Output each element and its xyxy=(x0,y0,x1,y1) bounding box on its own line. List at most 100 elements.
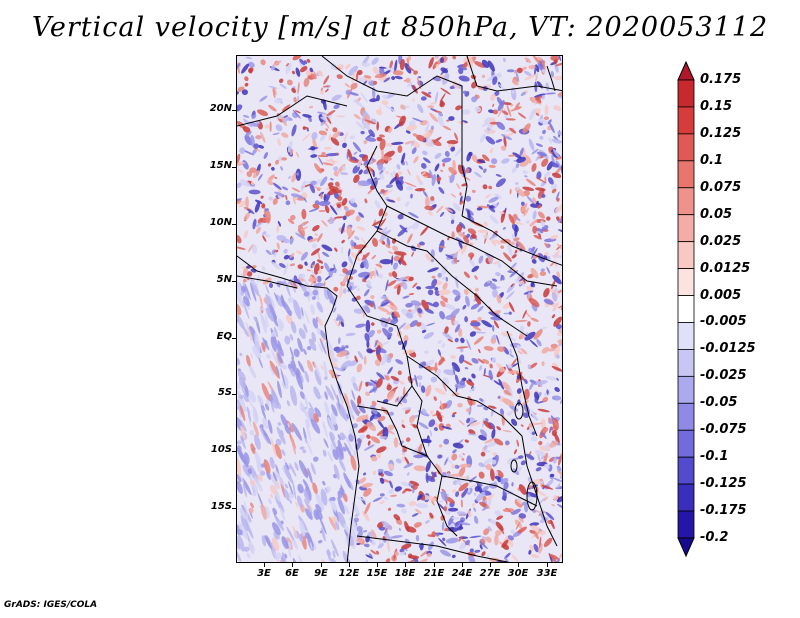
velocity-cell xyxy=(541,346,550,354)
velocity-cell xyxy=(323,361,328,379)
velocity-cell xyxy=(485,193,491,199)
velocity-cell xyxy=(504,556,509,562)
velocity-cell xyxy=(292,56,302,61)
velocity-cell xyxy=(487,441,497,448)
velocity-cell xyxy=(452,489,456,493)
velocity-cell xyxy=(459,348,464,353)
velocity-cell xyxy=(434,91,439,104)
velocity-cell xyxy=(304,310,310,324)
velocity-cell xyxy=(245,196,249,209)
velocity-cell xyxy=(485,418,489,422)
velocity-cell xyxy=(538,441,543,446)
velocity-cell xyxy=(237,91,239,96)
velocity-cell xyxy=(419,558,428,562)
velocity-cell xyxy=(495,174,502,177)
velocity-cell xyxy=(445,277,449,282)
velocity-cell xyxy=(283,488,290,501)
velocity-cell xyxy=(312,482,318,495)
velocity-cell xyxy=(281,551,287,562)
velocity-cell xyxy=(266,470,271,481)
velocity-cell xyxy=(409,415,416,423)
velocity-cell xyxy=(290,193,304,199)
velocity-cell xyxy=(468,386,476,393)
velocity-cell xyxy=(374,266,377,279)
velocity-cell xyxy=(549,426,552,434)
velocity-cell xyxy=(529,362,538,369)
velocity-cell xyxy=(312,225,320,232)
velocity-cell xyxy=(555,160,562,170)
velocity-cell xyxy=(241,477,252,496)
colorbar-label: -0.05 xyxy=(700,395,738,411)
velocity-cell xyxy=(471,96,478,103)
velocity-cell xyxy=(517,350,523,355)
velocity-cell xyxy=(390,535,403,539)
velocity-cell xyxy=(333,464,340,480)
velocity-cell xyxy=(526,196,534,203)
velocity-cell xyxy=(289,346,295,360)
velocity-cell xyxy=(478,165,484,170)
velocity-cell xyxy=(442,377,450,385)
velocity-cell xyxy=(305,418,311,428)
velocity-cell xyxy=(395,458,402,464)
velocity-cell xyxy=(274,495,284,513)
velocity-cell xyxy=(554,260,558,268)
velocity-cell xyxy=(279,78,284,84)
velocity-cell xyxy=(245,56,253,60)
velocity-cell xyxy=(299,391,306,400)
velocity-cell xyxy=(459,192,462,196)
velocity-cell xyxy=(557,56,562,62)
velocity-cell xyxy=(259,311,268,329)
velocity-cell xyxy=(537,490,547,497)
velocity-cell xyxy=(355,72,359,82)
velocity-cell xyxy=(308,208,320,213)
colorbar-label: 0.175 xyxy=(700,72,742,87)
velocity-cell xyxy=(246,208,255,215)
velocity-cell xyxy=(250,282,257,302)
velocity-cell xyxy=(295,67,301,77)
velocity-cell xyxy=(269,365,275,376)
velocity-cell xyxy=(340,172,349,176)
velocity-cell xyxy=(545,82,550,92)
velocity-cell xyxy=(383,497,389,500)
velocity-cell xyxy=(450,146,456,152)
velocity-cell xyxy=(535,187,546,192)
velocity-cell xyxy=(341,246,343,254)
colorbar-segment xyxy=(677,79,695,108)
velocity-cell xyxy=(275,438,282,446)
velocity-cell xyxy=(474,492,476,496)
velocity-cell xyxy=(509,539,514,548)
velocity-cell xyxy=(412,98,415,103)
velocity-cell xyxy=(365,559,369,562)
velocity-cell xyxy=(525,491,539,498)
velocity-cell xyxy=(300,251,308,261)
velocity-cell xyxy=(442,331,453,340)
velocity-cell xyxy=(308,407,315,423)
velocity-cell xyxy=(355,246,364,258)
velocity-cell xyxy=(535,227,544,234)
velocity-cell xyxy=(304,508,313,520)
velocity-cell xyxy=(471,81,477,89)
velocity-cell xyxy=(377,542,384,549)
velocity-cell xyxy=(438,423,445,431)
velocity-cell xyxy=(385,304,392,307)
colorbar-label: 0.125 xyxy=(700,125,742,141)
velocity-cell xyxy=(352,381,359,392)
velocity-cell xyxy=(477,358,485,364)
velocity-cell xyxy=(497,72,502,78)
velocity-cell xyxy=(474,331,487,334)
velocity-cell xyxy=(246,271,253,277)
velocity-cell xyxy=(422,132,432,139)
velocity-cell xyxy=(237,524,241,532)
velocity-cell xyxy=(458,535,463,542)
velocity-cell xyxy=(481,319,493,328)
velocity-cell xyxy=(242,114,250,118)
velocity-cell xyxy=(300,309,304,320)
colorbar-max-arrow xyxy=(677,60,695,81)
velocity-cell xyxy=(376,451,382,459)
velocity-cell xyxy=(289,385,298,406)
velocity-cell xyxy=(440,300,446,308)
velocity-cell xyxy=(443,506,448,512)
velocity-cell xyxy=(439,400,444,410)
velocity-cell xyxy=(458,240,463,250)
velocity-cell xyxy=(529,451,532,456)
